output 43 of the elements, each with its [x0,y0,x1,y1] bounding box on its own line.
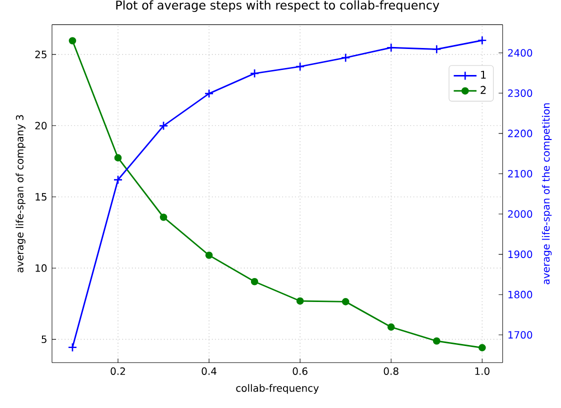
x-tick-label: 1.0 [475,367,490,375]
y-tick-label: 10 [36,264,47,272]
y2-tick-label: 2300 [508,89,532,97]
legend-label: 2 [480,86,486,94]
y2-tick-label: 2400 [508,49,532,57]
x-tick-label: 0.8 [384,367,398,375]
point [432,44,442,54]
point [432,337,440,345]
point [296,297,304,305]
x-tick-label: 0.2 [110,367,125,375]
y2-tick-label: 2200 [508,130,532,138]
x-tick-label: 0.6 [292,367,308,375]
point [160,214,168,221]
y-axis-title: average life-span of company 3 [16,115,26,272]
point [478,344,486,352]
y2-tick-label: 1900 [508,250,532,258]
y-tick-label: 15 [36,193,46,201]
y-tick-label: 25 [35,50,46,58]
y2-axis-title: average life-span of the competition [542,103,552,284]
point [158,121,168,130]
point [250,278,258,286]
y2-tick-label: 1800 [508,290,532,298]
y-tick-label: 20 [35,122,47,130]
point [114,154,122,162]
chart-title: Plot of average steps with respect to collab-frequency [116,0,440,12]
y2-tick-label: 2100 [508,170,532,178]
point [113,175,123,184]
y2-tick-label: 2000 [508,210,532,218]
point [340,53,350,62]
x-tick-label: 0.4 [202,367,216,375]
point [478,36,487,46]
y-tick-label: 5 [42,336,46,344]
point [68,37,76,44]
legend-label: 1 [481,70,486,79]
point [204,88,214,98]
point [387,323,395,331]
y2-tick-label: 1700 [508,331,532,339]
point [342,298,350,306]
point [250,68,260,78]
x-axis-title: collab-frequency [236,384,319,394]
point [295,62,305,72]
point [205,252,213,259]
point [68,342,78,352]
